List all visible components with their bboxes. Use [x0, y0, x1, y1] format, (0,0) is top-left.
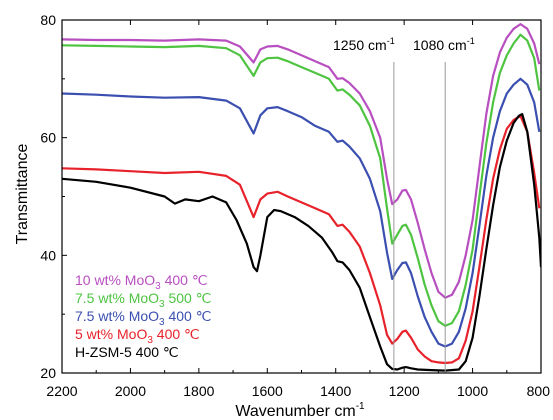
reference-lines: 1250 cm-1 1080 cm-1 — [333, 36, 475, 373]
x-tick-label-4: 1400 — [320, 383, 351, 399]
legend-entry-4: H-ZSM-5 400 ℃ — [75, 344, 179, 360]
series-line-4 — [62, 113, 541, 372]
y-tick-label-0: 20 — [40, 365, 56, 381]
y-axis: 20 40 60 80 — [40, 12, 67, 381]
x-tick-label-6: 1000 — [457, 383, 488, 399]
y-tick-label-2: 60 — [40, 130, 56, 146]
x-tick-label-0: 2200 — [46, 383, 77, 399]
series-line-3 — [62, 114, 541, 365]
legend-entry-1: 7.5 wt% MoO3 500 ℃ — [75, 290, 211, 310]
y-tick-label-3: 80 — [40, 12, 56, 28]
series-line-2 — [62, 77, 541, 348]
reference-label-0: 1250 cm-1 — [333, 36, 395, 53]
series-line-0 — [62, 23, 541, 299]
y-axis-label: Transmittance — [14, 144, 31, 245]
x-tick-label-3: 1600 — [252, 383, 283, 399]
x-axis: 2200 2000 1800 1600 1400 1200 1000 800 — [46, 20, 550, 399]
x-tick-label-5: 1200 — [389, 383, 420, 399]
x-axis-label: Wavenumber cm-1 — [235, 401, 365, 420]
legend-entry-3: 5 wt% MoO3 400 ℃ — [75, 326, 200, 346]
series-group — [62, 23, 541, 372]
series-line-1 — [62, 33, 541, 327]
x-tick-label-1: 2000 — [115, 383, 146, 399]
reference-label-1: 1080 cm-1 — [413, 36, 475, 53]
x-tick-label-7: 800 — [527, 383, 551, 399]
legend-entry-0: 10 wt% MoO3 400 ℃ — [75, 272, 208, 292]
x-tick-label-2: 1800 — [183, 383, 214, 399]
legend: 10 wt% MoO3 400 ℃7.5 wt% MoO3 500 ℃7.5 w… — [75, 272, 211, 360]
x-axis-label-sup: -1 — [356, 401, 365, 412]
y-tick-label-1: 40 — [40, 247, 56, 263]
legend-entry-2: 7.5 wt% MoO3 400 ℃ — [75, 308, 211, 328]
